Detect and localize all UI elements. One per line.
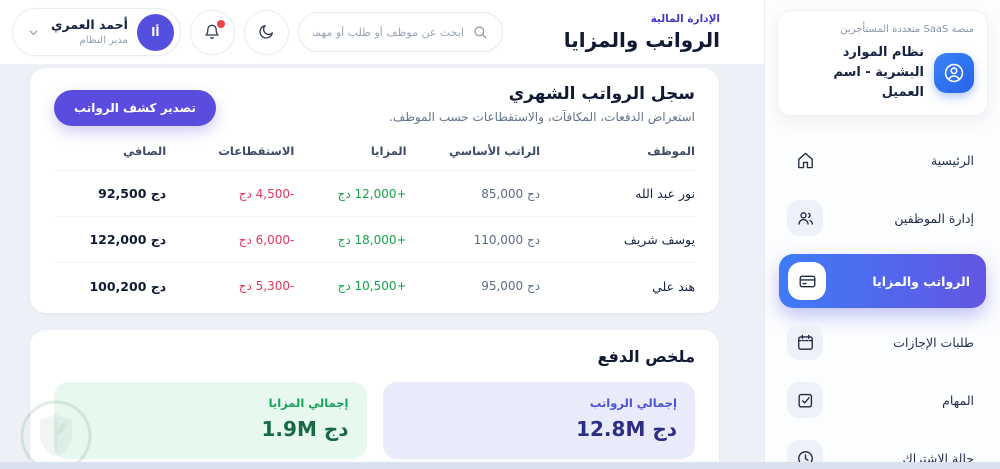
notifications-button[interactable] bbox=[189, 9, 235, 55]
page-header: الإدارة المالية الرواتب والمزايا bbox=[564, 13, 720, 52]
col-net: الصافي bbox=[123, 144, 167, 158]
table-row: هند علي 95,000 دج +10,500 دج -5,300 دج 1… bbox=[54, 263, 695, 309]
base-salary-value: 95,000 دج bbox=[481, 279, 541, 293]
bell-icon bbox=[203, 23, 221, 41]
benefits-value: +18,000 دج bbox=[337, 232, 407, 247]
search-input[interactable] bbox=[312, 25, 464, 39]
users-icon bbox=[787, 200, 823, 237]
sidebar-item-label: طلبات الإجازات bbox=[893, 334, 974, 350]
benefits-value: +10,500 دج bbox=[337, 279, 407, 293]
user-menu[interactable]: أا أحمد العمري مدير النظام bbox=[12, 8, 181, 56]
sidebar-item-payroll[interactable]: الرواتب والمزايا bbox=[779, 254, 986, 309]
export-payroll-button[interactable]: تصدير كشف الرواتب bbox=[54, 90, 216, 126]
net-value: 122,000 دج bbox=[89, 232, 167, 247]
deductions-value: -6,000 دج bbox=[238, 232, 295, 247]
tenant-card: منصة SaaS متعددة المستأجرين نظام الموارد… bbox=[777, 10, 988, 117]
sidebar-item-home[interactable]: الرئيسية bbox=[779, 138, 986, 182]
user-name: أحمد العمري bbox=[51, 17, 128, 33]
total-salaries-card: إجمالي الرواتب 12.8M دج bbox=[382, 382, 695, 459]
tasks-icon bbox=[787, 382, 823, 419]
notification-badge bbox=[216, 19, 225, 28]
tenant-platform-label: منصة SaaS متعددة المستأجرين bbox=[840, 24, 974, 35]
col-employee: الموظف bbox=[647, 144, 695, 158]
tenant-logo-icon bbox=[934, 53, 974, 94]
table-header-row: الموظف الراتب الأساسي المزايا الاستقطاعا… bbox=[54, 130, 695, 171]
summary-title: ملخص الدفع bbox=[597, 347, 695, 366]
sidebar-item-label: المهام bbox=[942, 392, 974, 408]
total-salaries-value: 12.8M دج bbox=[576, 417, 677, 441]
sidebar-item-leave-requests[interactable]: طلبات الإجازات bbox=[779, 320, 986, 364]
payroll-subtitle: استعراض الدفعات، المكافآت، والاستقطاعات … bbox=[389, 110, 695, 124]
search-box bbox=[297, 12, 503, 52]
dark-mode-button[interactable] bbox=[243, 9, 289, 55]
payment-summary-card: ملخص الدفع إجمالي الرواتب 12.8M دج إجمال… bbox=[30, 330, 719, 469]
breadcrumb: الإدارة المالية bbox=[650, 12, 720, 25]
employee-name: يوسف شريف bbox=[623, 232, 695, 247]
calendar-icon bbox=[787, 324, 823, 361]
table-row: يوسف شريف 110,000 دج +18,000 دج -6,000 د… bbox=[54, 217, 695, 263]
total-benefits-value: 1.9M دج bbox=[261, 417, 349, 441]
employee-name: نور عبد الله bbox=[635, 186, 695, 201]
search-icon bbox=[472, 24, 488, 40]
benefits-value: +12,000 دج bbox=[337, 186, 407, 201]
total-benefits-label: إجمالي المزايا bbox=[268, 396, 349, 410]
user-role: مدير النظام bbox=[79, 34, 128, 46]
deductions-value: -5,300 دج bbox=[238, 279, 295, 293]
sidebar-nav: الرئيسية إدارة الموظفين الرواتب والمزايا bbox=[777, 138, 988, 469]
table-row: نور عبد الله 85,000 دج +12,000 دج -4,500… bbox=[54, 171, 695, 217]
col-benefits: المزايا bbox=[370, 144, 407, 158]
sidebar-item-label: الرئيسية bbox=[930, 152, 974, 168]
col-base-salary: الراتب الأساسي bbox=[449, 144, 541, 158]
sidebar: منصة SaaS متعددة المستأجرين نظام الموارد… bbox=[764, 0, 1000, 469]
bottom-scrollbar-track[interactable] bbox=[0, 462, 1000, 469]
net-value: 100,200 دج bbox=[89, 278, 167, 294]
deductions-value: -4,500 دج bbox=[238, 186, 295, 201]
content: سجل الرواتب الشهري استعراض الدفعات، المك… bbox=[0, 64, 764, 469]
sidebar-item-label: إدارة الموظفين bbox=[894, 210, 974, 226]
payroll-card: سجل الرواتب الشهري استعراض الدفعات، المك… bbox=[30, 68, 719, 313]
total-benefits-card: إجمالي المزايا 1.9M دج bbox=[54, 382, 367, 459]
topbar: الإدارة المالية الرواتب والمزايا bbox=[0, 0, 764, 64]
total-salaries-label: إجمالي الرواتب bbox=[589, 396, 677, 410]
main-area: الإدارة المالية الرواتب والمزايا bbox=[0, 0, 764, 469]
page-title: الرواتب والمزايا bbox=[563, 27, 720, 52]
col-deductions: الاستقطاعات bbox=[218, 144, 295, 158]
sidebar-item-label: الرواتب والمزايا bbox=[872, 273, 970, 289]
home-icon bbox=[787, 142, 823, 178]
avatar: أا bbox=[136, 13, 174, 51]
credit-card-icon bbox=[788, 262, 826, 301]
payroll-title: سجل الرواتب الشهري bbox=[508, 84, 695, 104]
sidebar-item-employees[interactable]: إدارة الموظفين bbox=[779, 196, 986, 240]
tenant-title: نظام الموارد البشرية - اسم العميل bbox=[833, 45, 924, 101]
net-value: 92,500 دج bbox=[98, 186, 167, 201]
chevron-down-icon bbox=[27, 26, 40, 39]
base-salary-value: 110,000 دج bbox=[473, 232, 541, 247]
sidebar-item-tasks[interactable]: المهام bbox=[779, 378, 986, 422]
employee-name: هند علي bbox=[652, 278, 695, 294]
base-salary-value: 85,000 دج bbox=[481, 186, 541, 201]
moon-icon bbox=[257, 23, 275, 41]
